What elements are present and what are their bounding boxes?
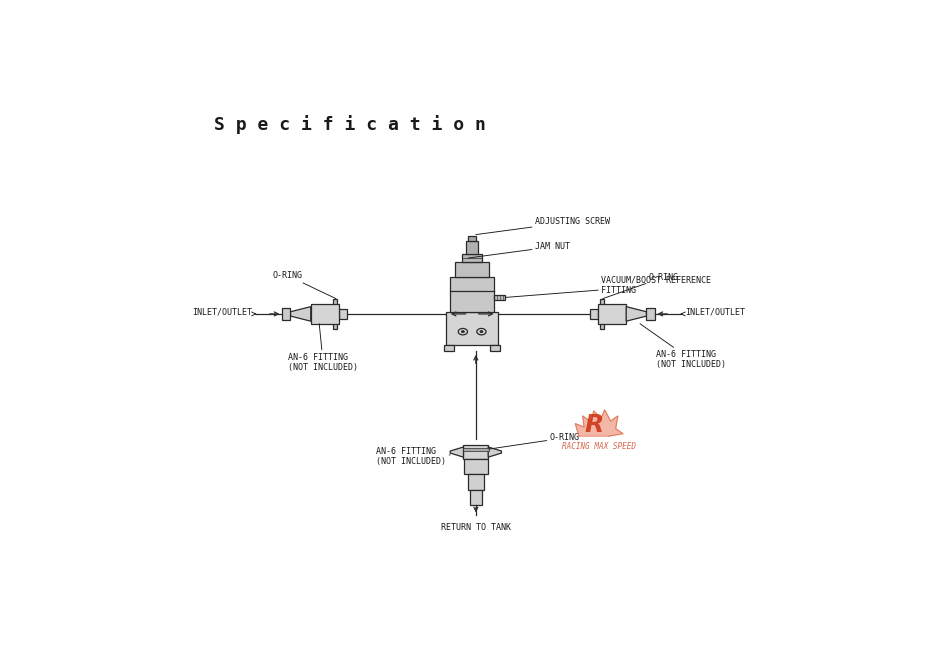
Text: ADJUSTING SCREW: ADJUSTING SCREW — [476, 217, 610, 234]
Polygon shape — [626, 307, 646, 321]
Polygon shape — [488, 447, 502, 457]
Bar — [455, 262, 489, 277]
Polygon shape — [450, 447, 464, 457]
Text: RACING MAX SPEED: RACING MAX SPEED — [561, 442, 636, 451]
Bar — [450, 277, 494, 312]
Text: VACUUM/BOOST REFERENCE
FITTING: VACUUM/BOOST REFERENCE FITTING — [505, 276, 711, 297]
Circle shape — [480, 330, 483, 333]
Bar — [339, 308, 347, 319]
Bar — [646, 308, 655, 320]
Text: JAM NUT: JAM NUT — [468, 242, 570, 258]
Bar — [463, 448, 489, 451]
Bar — [494, 295, 505, 301]
Text: S p e c i f i c a t i o n: S p e c i f i c a t i o n — [215, 115, 486, 134]
Bar — [470, 490, 482, 505]
Polygon shape — [291, 307, 311, 321]
Bar — [468, 236, 476, 241]
Bar — [311, 304, 339, 324]
Bar — [466, 241, 478, 254]
Bar — [598, 304, 626, 324]
Bar — [446, 312, 498, 344]
Text: RETURN TO TANK: RETURN TO TANK — [441, 523, 511, 532]
Text: O-RING: O-RING — [489, 434, 580, 449]
Bar — [462, 254, 483, 262]
Text: R: R — [584, 413, 603, 437]
Text: INLET/OUTLET: INLET/OUTLET — [192, 308, 252, 317]
Bar — [490, 344, 500, 351]
Text: AN-6 FITTING
(NOT INCLUDED): AN-6 FITTING (NOT INCLUDED) — [640, 324, 726, 369]
Text: INLET/OUTLET: INLET/OUTLET — [685, 308, 745, 317]
Bar — [464, 459, 487, 475]
Text: AN-6 FITTING
(NOT INCLUDED): AN-6 FITTING (NOT INCLUDED) — [288, 324, 358, 372]
Bar — [599, 299, 604, 329]
Bar — [281, 308, 291, 320]
Bar — [333, 299, 337, 329]
Text: O-RING: O-RING — [602, 273, 679, 299]
Text: O-RING: O-RING — [273, 271, 336, 299]
Bar — [464, 445, 488, 459]
Polygon shape — [576, 410, 623, 436]
Text: AN-6 FITTING
(NOT INCLUDED): AN-6 FITTING (NOT INCLUDED) — [376, 447, 450, 466]
Circle shape — [462, 330, 465, 333]
Bar — [590, 308, 598, 319]
Bar — [467, 475, 484, 490]
Bar — [445, 344, 454, 351]
